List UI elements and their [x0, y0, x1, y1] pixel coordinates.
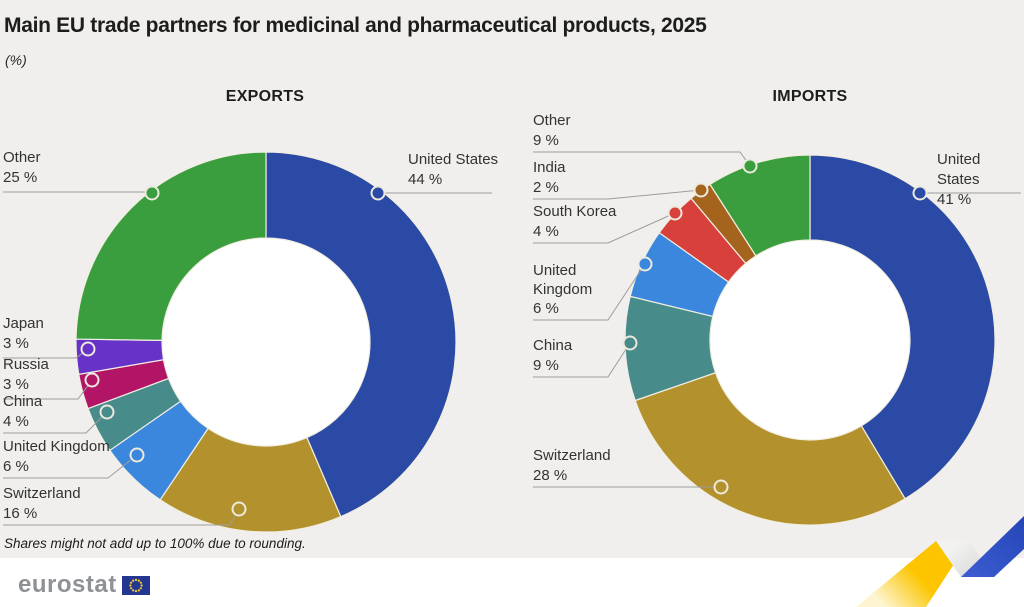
imports-segment-united-states — [809, 154, 996, 500]
label-value: 44 % — [408, 171, 443, 188]
label-name: Other — [3, 149, 41, 166]
label-imports-india: India 2 % — [533, 158, 693, 198]
label-name: Russia — [3, 356, 49, 373]
imports-callout-line-china — [533, 342, 631, 378]
chart-title-imports: IMPORTS — [772, 88, 848, 105]
label-imports-other: Other 9 % — [533, 111, 693, 151]
eurostat-logo: eurostat — [18, 571, 150, 599]
imports-segment-other — [709, 154, 811, 257]
eu-flag-star — [128, 583, 132, 587]
page-subtitle: (%) — [5, 52, 27, 68]
label-value: 6 % — [533, 300, 559, 317]
label-value: 3 % — [3, 376, 29, 393]
exports-callout-dot-china — [99, 404, 115, 420]
eu-flag-star — [139, 586, 142, 589]
exports-callout-dot-switzerland — [231, 501, 247, 517]
label-value: 9 % — [533, 357, 559, 374]
label-name: United States — [937, 151, 981, 188]
exports-callout-dot-united-kingdom — [129, 447, 145, 463]
label-value: 41 % — [937, 191, 972, 208]
eu-flag-star — [134, 589, 137, 592]
label-name: India — [533, 159, 566, 176]
eu-flag-star — [139, 581, 142, 584]
label-value: 9 % — [533, 132, 559, 149]
label-value: 4 % — [3, 413, 29, 430]
imports-callout-dot-india — [693, 182, 709, 198]
label-name: Switzerland — [533, 447, 611, 464]
label-name: China — [533, 337, 573, 354]
exports-donut-hole — [162, 238, 370, 446]
exports-callout-line-other — [3, 191, 153, 194]
label-imports-united-kingdom: United Kingdom 6 % — [533, 261, 601, 318]
imports-callout-dot-united-states — [912, 185, 928, 201]
eu-flag-star — [131, 579, 134, 582]
label-imports-switzerland: Switzerland 28 % — [533, 446, 693, 486]
exports-callout-dot-united-states — [370, 185, 386, 201]
label-exports-japan: Japan 3 % — [3, 314, 153, 354]
label-exports-russia: Russia 3 % — [3, 355, 153, 395]
label-value: 6 % — [3, 458, 29, 475]
imports-callout-dot-china — [622, 335, 638, 351]
exports-callout-line-russia — [3, 379, 93, 400]
label-exports-united-kingdom: United Kingdom 6 % — [3, 437, 153, 477]
imports-callout-dot-other — [742, 158, 758, 174]
footer-band — [0, 558, 1024, 607]
footnote: Shares might not add up to 100% due to r… — [4, 536, 306, 551]
label-exports-switzerland: Switzerland 16 % — [3, 484, 153, 524]
eu-flag-star — [137, 588, 140, 591]
label-value: 2 % — [533, 179, 559, 196]
imports-callout-dot-south-korea — [667, 205, 683, 221]
label-imports-south-korea: South Korea 4 % — [533, 202, 693, 242]
label-value: 3 % — [3, 335, 29, 352]
label-name: United Kingdom — [533, 262, 593, 298]
ribbon-blue — [961, 516, 1024, 577]
label-name: Other — [533, 112, 571, 129]
imports-donut-hole — [710, 240, 910, 440]
page-title: Main EU trade partners for medicinal and… — [4, 14, 707, 37]
eu-flag-star — [131, 588, 134, 591]
label-name: United States — [408, 151, 499, 168]
exports-callout-dot-russia — [84, 372, 100, 388]
label-value: 4 % — [533, 223, 559, 240]
eu-flag-star — [129, 586, 132, 589]
label-exports-united-states: United States 44 % — [408, 150, 503, 190]
label-name: China — [3, 393, 43, 410]
chart-title-exports: EXPORTS — [225, 88, 305, 105]
exports-callout-line-united-kingdom — [3, 454, 138, 479]
label-value: 16 % — [3, 505, 38, 522]
imports-callout-line-united-kingdom — [533, 263, 646, 321]
label-name: United Kingdom — [3, 438, 110, 455]
exports-callout-dot-other — [144, 185, 160, 201]
imports-callout-line-south-korea — [533, 212, 676, 244]
eu-flag-field — [121, 575, 150, 595]
eu-flag-star — [134, 578, 137, 581]
label-exports-other: Other 25 % — [3, 148, 153, 188]
label-name: South Korea — [533, 203, 617, 220]
label-name: Japan — [3, 315, 44, 332]
imports-callout-line-india — [533, 189, 702, 200]
label-value: 28 % — [533, 467, 568, 484]
eu-flag-star — [129, 581, 132, 584]
eu-flag-icon — [121, 575, 150, 595]
eu-flag-star — [137, 579, 140, 582]
exports-segment-united-states — [265, 151, 457, 518]
label-name: Switzerland — [3, 485, 81, 502]
label-value: 25 % — [3, 169, 38, 186]
imports-callout-dot-united-kingdom — [637, 256, 653, 272]
imports-callout-dot-switzerland — [713, 479, 729, 495]
exports-callout-dot-japan — [80, 341, 96, 357]
label-imports-united-states: United States 41 % — [937, 150, 1024, 210]
label-imports-china: China 9 % — [533, 336, 693, 376]
exports-callout-line-china — [3, 411, 108, 434]
ribbon-yellow — [856, 541, 969, 607]
eurostat-logo-text: eurostat — [18, 571, 117, 598]
eu-flag-star — [140, 583, 143, 587]
exports-segment-other — [75, 151, 267, 341]
label-exports-china: China 4 % — [3, 392, 153, 432]
